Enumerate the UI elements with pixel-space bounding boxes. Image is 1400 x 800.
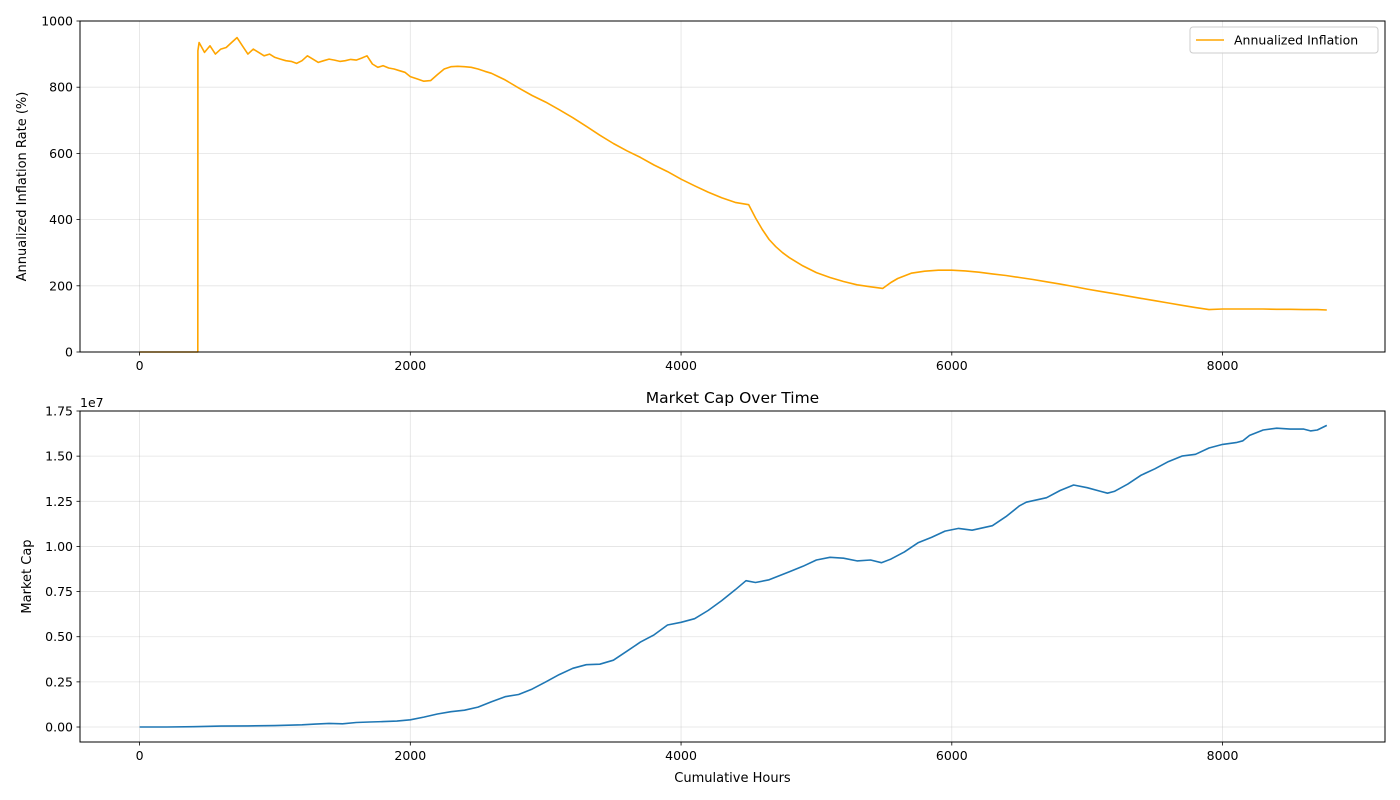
inflation-x-tick-label: 0 [136,358,144,373]
market-cap-x-tick-label: 8000 [1207,748,1239,763]
market-cap-y-tick-label: 1.00 [45,539,73,554]
market-cap-y-tick-label: 1.75 [45,404,73,419]
market-cap-offset-text: 1e7 [80,395,104,410]
market-cap-plot-frame [79,410,1386,743]
inflation-x-tick-label: 8000 [1207,358,1239,373]
inflation-y-tick-label: 1000 [41,14,73,29]
market-cap-x-label: Cumulative Hours [674,771,791,786]
inflation-y-tick-label: 200 [49,278,73,293]
inflation-y-tick-label: 0 [65,345,73,360]
market-cap-y-tick-label: 0.25 [45,674,73,689]
market-cap-y-tick-label: 1.50 [45,449,73,464]
market-cap-x-tick-label: 4000 [665,748,697,763]
market-cap-y-tick-label: 1.25 [45,494,73,509]
market-cap-x-tick-label: 2000 [394,748,426,763]
inflation-series-line [139,36,1327,353]
market-cap-y-label: Market Cap [20,539,35,613]
inflation-y-tick-label: 600 [49,146,73,161]
market-cap-x-tick-label: 6000 [936,748,968,763]
inflation-plot-frame [79,20,1386,353]
inflation-x-tick-label: 4000 [665,358,697,373]
market-cap-series-line [139,424,1328,728]
market-cap-y-tick-label: 0.75 [45,584,73,599]
inflation-plot: 0 2000 4000 6000 8000 0 200 400 600 800 1000 Annu… [15,14,1386,373]
market-cap-y-tick-label: 0.50 [45,629,73,644]
legend-label: Annualized Inflation [1234,33,1358,48]
inflation-x-tick-label: 2000 [394,358,426,373]
inflation-y-label: Annualized Inflation Rate (%) [15,92,30,282]
inflation-y-tick-label: 400 [49,212,73,227]
market-cap-title: Market Cap Over Time [646,389,819,407]
market-cap-plot: 0 2000 4000 6000 8000 0.00 0.25 0.50 0.75 1.00 1.… [20,389,1386,786]
inflation-x-tick-label: 6000 [936,358,968,373]
market-cap-x-tick-label: 0 [136,748,144,763]
inflation-legend: Annualized Inflation [1189,26,1379,54]
inflation-y-tick-label: 800 [49,80,73,95]
legend-box [1189,26,1379,54]
market-cap-y-tick-label: 0.00 [45,720,73,735]
